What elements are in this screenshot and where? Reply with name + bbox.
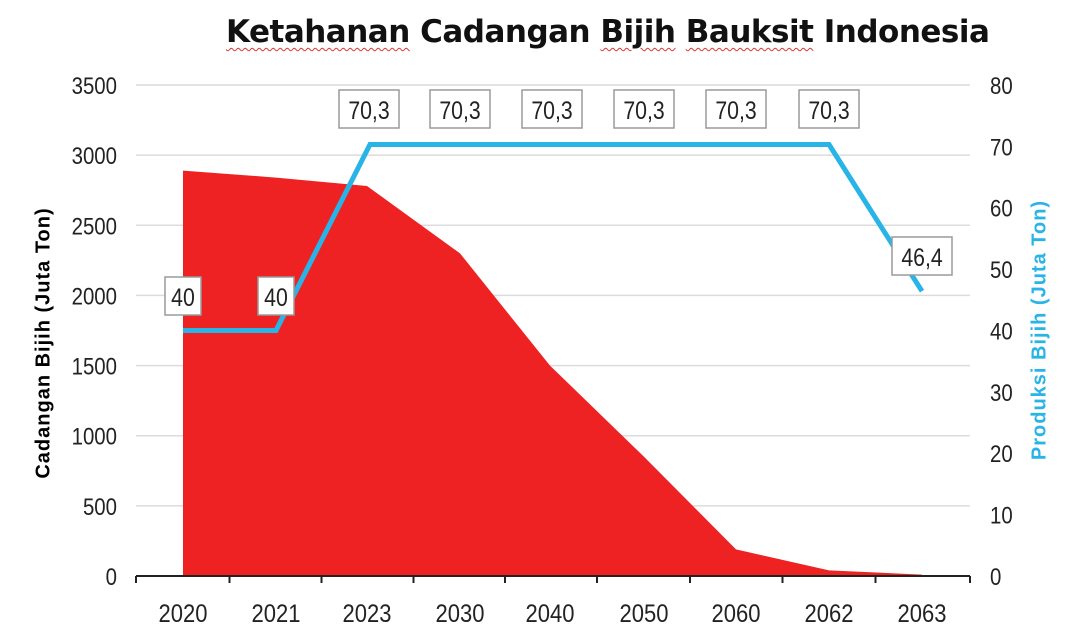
x-tick-label: 2021 <box>252 600 301 628</box>
right-tick-label: 30 <box>990 379 1013 406</box>
data-label: 40 <box>264 283 288 311</box>
data-label: 70,3 <box>348 96 389 124</box>
right-tick-label: 40 <box>990 318 1013 345</box>
title-word: Ketahanan <box>226 14 410 50</box>
left-tick-label: 2500 <box>72 213 117 240</box>
data-label: 46,4 <box>901 243 942 271</box>
left-axis-label-text: Cadangan Bijih (Juta Ton) <box>32 207 55 479</box>
x-tick-label: 2030 <box>436 600 485 628</box>
data-label-box <box>705 89 767 129</box>
right-tick-label: 10 <box>990 502 1013 529</box>
right-axis-label-text: Produksi Bijih (Juta Ton) <box>1028 199 1051 461</box>
x-tick-label: 2040 <box>526 600 575 628</box>
right-tick-label: 50 <box>990 257 1013 284</box>
title-word: Bauksit <box>685 14 814 50</box>
x-tick-label: 2062 <box>805 600 854 628</box>
data-label: 70,3 <box>715 96 756 124</box>
x-tick-label: 2050 <box>620 600 669 628</box>
title-word: Cadangan <box>420 14 591 50</box>
data-label: 70,3 <box>808 96 849 124</box>
right-tick-label: 0 <box>990 563 1001 590</box>
data-label: 70,3 <box>623 96 664 124</box>
data-label: 70,3 <box>531 96 572 124</box>
x-tick-label: 2063 <box>898 600 947 628</box>
data-label-box <box>257 276 295 316</box>
right-tick-label: 70 <box>990 134 1013 161</box>
data-label: 70,3 <box>439 96 480 124</box>
left-tick-label: 2000 <box>72 283 117 310</box>
left-tick-label: 1500 <box>72 353 117 380</box>
reserve-area <box>183 170 922 576</box>
title-word: Indonesia <box>823 14 990 50</box>
data-label-box <box>613 89 675 129</box>
data-label-box <box>429 89 491 129</box>
left-tick-label: 3000 <box>72 143 117 170</box>
production-line <box>183 142 925 333</box>
chart-title: Ketahanan Cadangan Bijih Bauksit Indones… <box>226 14 990 50</box>
right-tick-label: 80 <box>990 72 1013 99</box>
x-tick-label: 2060 <box>712 600 761 628</box>
data-label-box <box>164 276 202 316</box>
title-word: Bijih <box>600 14 676 50</box>
data-label-box <box>891 236 953 276</box>
left-tick-label: 1000 <box>72 423 117 450</box>
data-label-box <box>521 89 583 129</box>
x-tick-label: 2020 <box>159 600 208 628</box>
data-label-box <box>338 89 400 129</box>
right-tick-label: 60 <box>990 195 1013 222</box>
x-tick-label: 2023 <box>343 600 392 628</box>
right-tick-label: 20 <box>990 441 1013 468</box>
left-tick-label: 500 <box>83 493 117 520</box>
data-label-box <box>798 89 860 129</box>
data-label: 40 <box>171 283 195 311</box>
left-tick-label: 0 <box>106 563 117 590</box>
left-tick-label: 3500 <box>72 72 117 99</box>
